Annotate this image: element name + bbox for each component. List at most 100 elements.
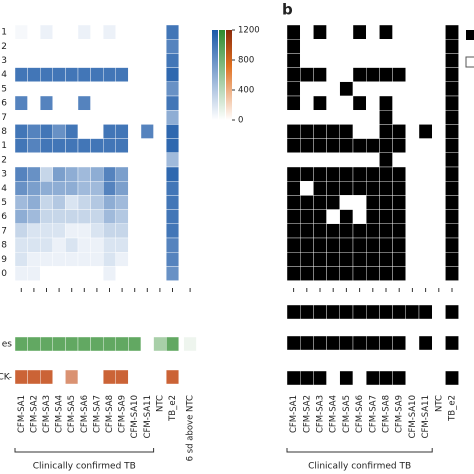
heat-cell [65,124,79,139]
binary-cell [379,166,393,182]
heat-cell [90,109,104,125]
heat-cell [102,223,116,239]
heat-cell [140,95,154,111]
binary-cell [392,81,407,97]
heat-cell [27,39,41,54]
heat-cell [102,180,116,196]
binary-cell [352,81,367,97]
binary-cell [366,39,380,54]
heat-cell [153,223,167,239]
binary-cell [418,67,433,82]
heat-cell [90,180,104,196]
heat-cell [115,24,129,40]
heat-cell [90,266,104,281]
binary-cell [392,335,407,351]
binary-cell [286,24,301,40]
binary-cell [445,152,459,168]
binary-cell [445,53,459,68]
column-label: CFM-SA9 [118,395,128,433]
binary-cell [352,39,367,54]
heat-cell [14,67,28,82]
binary-cell [326,95,341,111]
heat-cell [165,39,179,54]
heat-cell [27,180,41,196]
legend-swatch [466,30,474,40]
binary-cell [313,237,327,253]
binary-cell [352,370,367,386]
heat-cell [90,369,104,385]
binary-cell [352,109,367,125]
heat-cell [115,124,129,139]
heat-cell [115,53,129,68]
heat-cell [52,251,66,267]
binary-cell [405,166,420,182]
heat-cell [153,195,167,210]
column-label: CFM-SA10 [130,395,140,438]
group-bracket [14,448,155,453]
heat-cell [165,369,179,385]
binary-cell [366,138,380,154]
heat-cell [27,53,41,68]
heat-cell [52,152,66,168]
heat-cell [128,237,142,253]
heat-cell [128,251,142,267]
binary-cell [379,251,393,267]
heat-cell [14,369,28,385]
binary-cell [392,180,407,196]
heat-cell [52,209,66,225]
binary-cell [300,370,314,386]
heat-cell [90,67,104,82]
heat-cell [40,369,54,385]
heat-cell [165,24,179,40]
binary-cell [286,370,301,386]
binary-cell [432,166,446,182]
binary-cell [418,335,433,351]
heat-cell [14,109,28,125]
binary-cell [339,180,354,196]
row-label: 3 [1,170,7,180]
binary-cell [379,81,393,97]
heat-cell [153,369,167,385]
heat-cell [102,336,116,352]
binary-cell [445,209,459,225]
binary-cell [313,223,327,239]
heat-cell [128,39,142,54]
binary-cell [300,304,314,320]
heat-cell [65,95,79,111]
binary-cell [326,266,341,281]
binary-cell [339,39,354,54]
column-label: NTC [155,395,165,412]
colorbar-tick-label: 400 [238,86,254,96]
heat-cell [90,195,104,210]
heat-cell [77,237,91,253]
binary-cell [352,223,367,239]
binary-cell [352,237,367,253]
binary-cell [405,304,420,320]
heat-cell [128,81,142,97]
heat-cell [128,180,142,196]
column-label: CFM-SA5 [342,395,352,433]
column-label: CFM-SA7 [92,395,102,433]
heat-cell [128,223,142,239]
heat-cell [40,109,54,125]
column-label: CFM-SA4 [329,395,339,433]
heat-cell [27,166,41,182]
binary-cell [339,166,354,182]
heat-cell [90,24,104,40]
binary-cell [445,39,459,54]
legend-swatch [465,56,474,68]
binary-cell [366,304,380,320]
binary-cell [418,152,433,168]
column-label: CFM-SA6 [80,395,90,433]
heat-cell [52,266,66,281]
heat-cell [40,195,54,210]
binary-cell [339,335,354,351]
binary-cell [379,24,393,40]
binary-cell [326,209,341,225]
heat-cell [115,138,129,154]
binary-cell [432,109,446,125]
binary-cell [286,335,301,351]
heat-cell [102,266,116,281]
heat-cell [90,237,104,253]
binary-cell [352,304,367,320]
